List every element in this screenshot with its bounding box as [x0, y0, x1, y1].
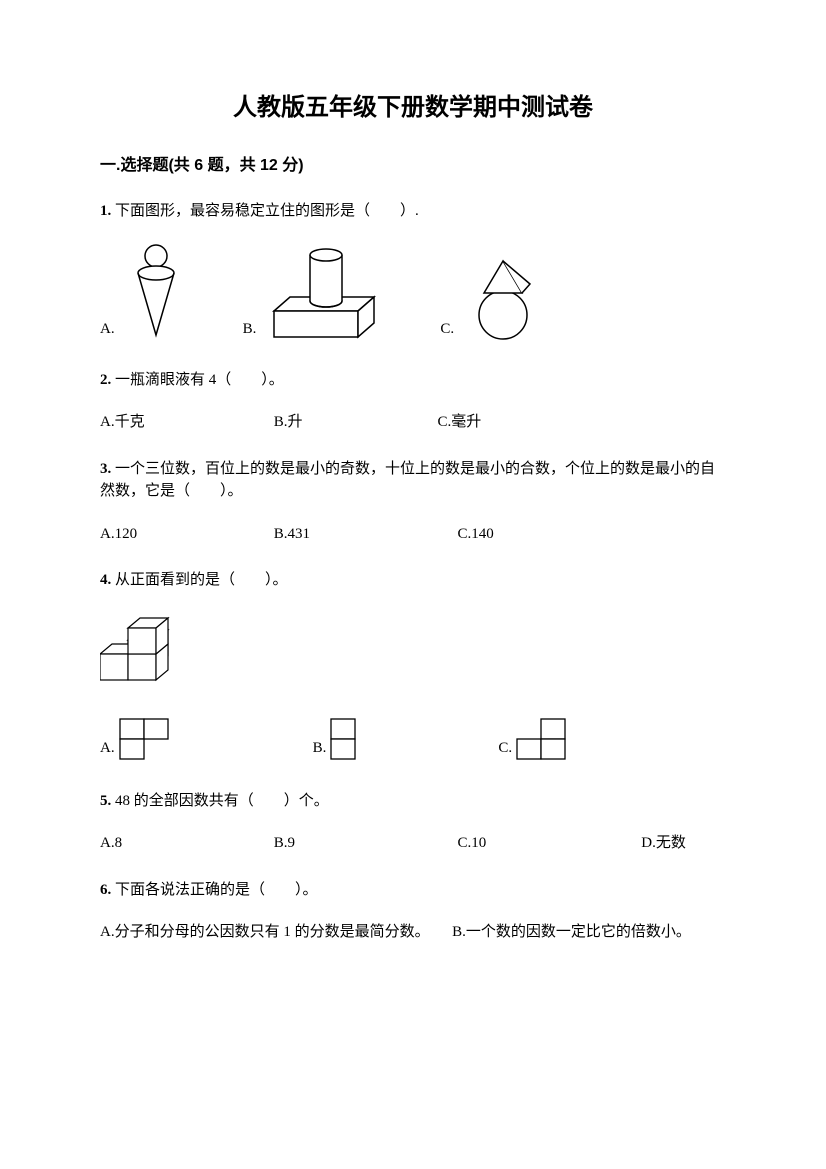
section-header: 一.选择题(共 6 题，共 12 分)	[100, 154, 726, 178]
q3-optB: B.431	[274, 523, 454, 546]
cylinder-on-cuboid-icon	[270, 245, 380, 341]
page-title: 人教版五年级下册数学期中测试卷	[100, 90, 726, 126]
q3-optA: A.120	[100, 523, 270, 546]
q3-num: 3.	[100, 461, 111, 477]
q1-optA-label: A.	[100, 318, 115, 341]
pyramid-on-sphere-icon	[468, 257, 538, 341]
q6-text: 下面各说法正确的是（ ）。	[111, 882, 317, 898]
q5-optA: A.8	[100, 832, 270, 855]
q5-text: 48 的全部因数共有（ ）个。	[111, 793, 329, 809]
q2-num: 2.	[100, 372, 111, 388]
q5-optB: B.9	[274, 832, 454, 855]
q4-cube-figure	[100, 612, 726, 690]
q2-optB: B.升	[274, 411, 434, 434]
q1-optB-label: B.	[243, 318, 257, 341]
q1-text: 下面图形，最容易稳定立住的图形是（ ）.	[111, 203, 419, 219]
q4-num: 4.	[100, 572, 111, 588]
q1-num: 1.	[100, 203, 111, 219]
q1-optC-label: C.	[440, 318, 454, 341]
question-2: 2. 一瓶滴眼液有 4（ ）。	[100, 369, 726, 392]
q4-optB-shape	[330, 718, 358, 760]
q4-optC: C.	[498, 718, 570, 760]
q5-optC: C.10	[458, 832, 638, 855]
q1-figures: A. B. C.	[100, 243, 726, 341]
question-4: 4. 从正面看到的是（ ）。	[100, 569, 726, 592]
question-1: 1. 下面图形，最容易稳定立住的图形是（ ）.	[100, 200, 726, 223]
q5-num: 5.	[100, 793, 111, 809]
q4-optC-shape	[516, 718, 570, 760]
q4-optA: A.	[100, 718, 173, 760]
q3-text: 一个三位数，百位上的数是最小的奇数，十位上的数是最小的合数，个位上的数是最小的自…	[100, 461, 715, 500]
question-6: 6. 下面各说法正确的是（ ）。	[100, 879, 726, 902]
q4-optB: B.	[313, 718, 359, 760]
sphere-on-cone-icon	[129, 243, 183, 341]
q3-optC: C.140	[458, 523, 494, 546]
question-5: 5. 48 的全部因数共有（ ）个。	[100, 790, 726, 813]
q2-optA: A.千克	[100, 411, 270, 434]
question-3: 3. 一个三位数，百位上的数是最小的奇数，十位上的数是最小的合数，个位上的数是最…	[100, 458, 726, 503]
q2-optC: C.毫升	[438, 411, 482, 434]
q6-num: 6.	[100, 882, 111, 898]
q6-options: A.分子和分母的公因数只有 1 的分数是最简分数。 B.一个数的因数一定比它的倍…	[100, 921, 726, 944]
q5-options: A.8 B.9 C.10 D.无数	[100, 832, 726, 855]
q6-optA: A.分子和分母的公因数只有 1 的分数是最简分数。 B.一个数的因数一定比它的倍…	[100, 924, 691, 940]
q3-options: A.120 B.431 C.140	[100, 523, 726, 546]
q2-text: 一瓶滴眼液有 4（ ）。	[111, 372, 284, 388]
q2-options: A.千克 B.升 C.毫升	[100, 411, 726, 434]
q4-options: A. B. C.	[100, 718, 726, 760]
q5-optD: D.无数	[641, 832, 686, 855]
q4-optA-shape	[119, 718, 173, 760]
cube-stack-icon	[100, 612, 186, 682]
q4-text: 从正面看到的是（ ）。	[111, 572, 287, 588]
